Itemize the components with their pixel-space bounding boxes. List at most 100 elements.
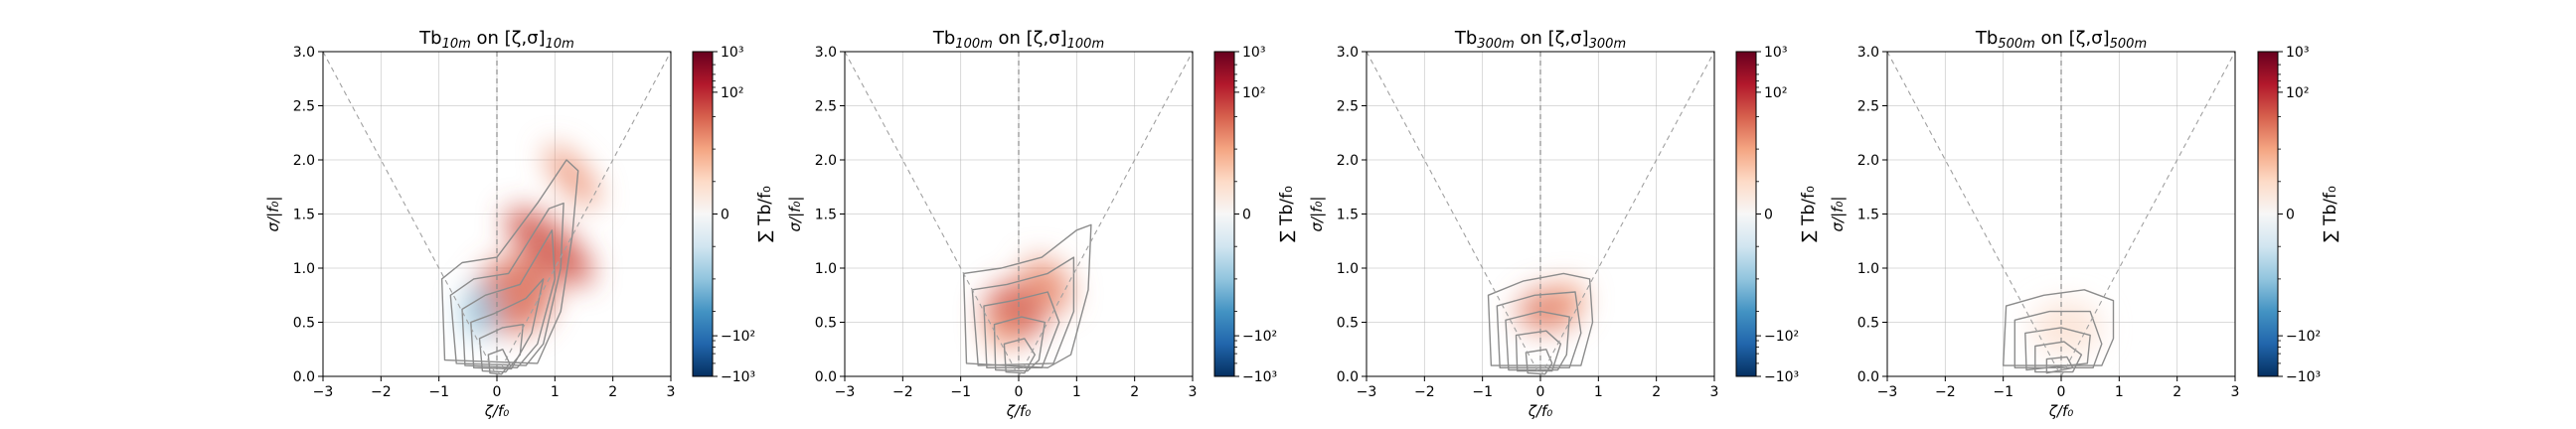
contour-line	[1003, 338, 1036, 374]
colorbar-tick-label: −10³	[1764, 369, 1799, 385]
x-tick-label: −1	[1472, 384, 1493, 400]
colorbar-tick-label: 10³	[1764, 45, 1787, 61]
chart-title: Tb500m on [ζ,σ]500m	[1975, 28, 2147, 52]
x-tick-label: −3	[1357, 384, 1377, 400]
y-axis-label: σ/|f₀|	[786, 197, 804, 232]
diagonal-line-right	[496, 51, 672, 377]
title-subscript: 10m	[546, 37, 574, 52]
diagonal-line-right	[1018, 51, 1194, 377]
heatmap	[1517, 282, 1584, 332]
x-tick-label: 2	[1652, 384, 1661, 400]
contour-line	[1487, 272, 1594, 366]
colorbar-tick-label: 0	[1764, 208, 1773, 223]
title-text: on [ζ,σ]	[993, 28, 1067, 49]
colorbar-scale	[692, 51, 714, 377]
chart-title: Tb100m on [ζ,σ]100m	[932, 28, 1104, 52]
heatmap-blob	[505, 208, 593, 286]
y-tick-label: 1.0	[293, 261, 315, 277]
chart-title: Tb10m on [ζ,σ]10m	[418, 28, 574, 52]
colorbar-tick-label: −10²	[1242, 329, 1277, 345]
title-subscript: 10m	[442, 37, 471, 52]
title-text: Tb	[932, 28, 955, 49]
contour-line	[983, 291, 1060, 368]
contour-line	[1496, 291, 1582, 368]
contours	[962, 223, 1092, 374]
y-axis-label: σ/|f₀|	[1829, 197, 1847, 232]
x-tick-label: 2	[608, 384, 617, 400]
colorbar-tick-label: 10²	[721, 85, 743, 101]
x-axis-label: ζ/f₀	[1006, 402, 1032, 420]
y-tick-label: 2.5	[1337, 99, 1359, 115]
panel-2: −3 −2 −1 0 1 2 3 0.0 0.5 1.0 1.5 2.0 2.5 3.0 ζ/f₀ σ/|f₀…	[786, 28, 1297, 420]
title-text: on [ζ,σ]	[1515, 28, 1589, 49]
chart-title: Tb300m on [ζ,σ]300m	[1454, 28, 1626, 52]
x-tick-label: −2	[892, 384, 913, 400]
x-tick-label: −2	[1414, 384, 1435, 400]
heatmap-blob	[462, 284, 497, 339]
colorbar: 10³ 10² 0 −10² −10³ ∑ Tb/f₀	[692, 45, 775, 385]
title-subscript: 300m	[1477, 37, 1514, 52]
x-axis-label: ζ/f₀	[484, 402, 510, 420]
colorbar-tick-label: −10²	[2286, 329, 2321, 345]
contours	[440, 159, 579, 375]
y-tick-label: 0.5	[815, 316, 837, 332]
colorbar-tick-label: 10²	[1764, 85, 1787, 101]
colorbar-tick-label: 0	[721, 208, 729, 223]
x-tick-label: −2	[1935, 384, 1956, 400]
y-tick-label: 3.0	[1337, 45, 1359, 61]
x-tick-label: −1	[1993, 384, 2013, 400]
y-tick-label: 1.5	[1857, 208, 1879, 223]
contour-line	[449, 202, 564, 366]
contour-line	[1515, 330, 1562, 372]
colorbar-tick-label: 0	[2286, 208, 2295, 223]
x-tick-label: −2	[371, 384, 392, 400]
diagonal-line-left	[1886, 51, 2062, 377]
colorbar-tick-label: 10²	[2286, 85, 2309, 101]
x-tick-label: 2	[1130, 384, 1139, 400]
contour-line	[993, 316, 1046, 372]
y-tick-label: 2.0	[815, 153, 837, 169]
x-tick-label: 2	[2173, 384, 2181, 400]
heatmap	[2031, 300, 2102, 356]
diagonal-line-right	[1539, 51, 1715, 377]
colorbar-label: ∑ Tb/f₀	[1799, 186, 1819, 242]
x-tick-label: 1	[2115, 384, 2124, 400]
y-axis-label: σ/|f₀|	[1308, 197, 1326, 232]
colorbar-label: ∑ Tb/f₀	[1277, 186, 1297, 242]
y-tick-label: 1.0	[1337, 261, 1359, 277]
contour-line	[478, 324, 524, 373]
colorbar-tick-label: 0	[1242, 208, 1251, 223]
title-subscript: 300m	[1589, 37, 1626, 52]
title-subscript: 500m	[2110, 37, 2147, 52]
y-tick-label: 1.5	[1337, 208, 1359, 223]
x-tick-label: 0	[1536, 384, 1545, 400]
panel-4: −3 −2 −1 0 1 2 3 0.0 0.5 1.0 1.5 2.0 2.5 3.0 ζ/f₀ σ/|f₀…	[1829, 28, 2340, 420]
y-tick-label: 0.0	[293, 369, 315, 385]
x-tick-label: −3	[1877, 384, 1898, 400]
x-tick-label: 1	[1072, 384, 1081, 400]
colorbar: 10³ 10² 0 −10² −10³ ∑ Tb/f₀	[1735, 45, 1819, 385]
colorbar-scale	[1735, 51, 1757, 377]
x-tick-label: 1	[1594, 384, 1603, 400]
title-subscript: 100m	[1067, 37, 1104, 52]
heatmap-blob	[545, 145, 599, 208]
colorbar-label: ∑ Tb/f₀	[2321, 186, 2340, 242]
y-tick-label: 1.0	[815, 261, 837, 277]
y-tick-label: 1.5	[815, 208, 837, 223]
x-tick-label: 3	[667, 384, 676, 400]
y-tick-label: 2.0	[1857, 153, 1879, 169]
colorbar-tick-label: 10²	[1242, 85, 1265, 101]
x-tick-label: 1	[551, 384, 560, 400]
colorbar-tick-label: −10²	[1764, 329, 1799, 345]
heatmap-blob	[2031, 300, 2102, 356]
x-tick-label: −3	[313, 384, 334, 400]
x-tick-label: 3	[1189, 384, 1198, 400]
heatmap-field	[1517, 282, 1584, 332]
contour-line	[2034, 341, 2083, 373]
y-tick-label: 1.0	[1857, 261, 1879, 277]
contours	[2003, 289, 2115, 374]
y-tick-label: 1.5	[293, 208, 315, 223]
colorbar-tick-label: −10³	[721, 369, 755, 385]
x-tick-label: −1	[950, 384, 971, 400]
